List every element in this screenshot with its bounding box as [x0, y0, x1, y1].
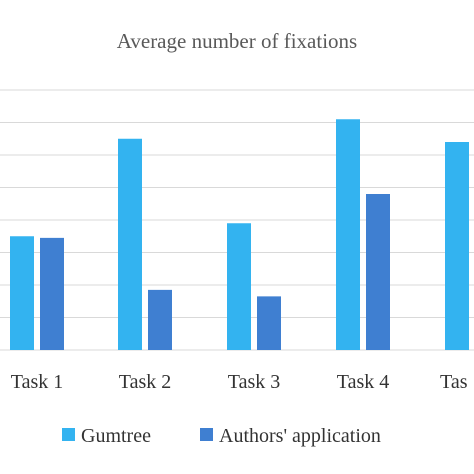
legend: Gumtree Authors' application	[62, 425, 381, 447]
bar-authors-application-2	[148, 289, 172, 350]
bar-gumtree-5	[445, 142, 469, 350]
bar-authors-application-4	[366, 194, 390, 350]
bar-gumtree-1	[10, 236, 34, 350]
bar-authors-application-1	[40, 237, 64, 350]
legend-swatch-gumtree	[62, 428, 75, 441]
x-tick-label-4: Task 4	[337, 371, 389, 393]
bars	[10, 119, 469, 350]
bar-gumtree-2	[118, 138, 142, 350]
x-axis-ticks: Task 1 Task 2 Task 3 Task 4 Tas	[11, 371, 468, 393]
legend-swatch-authors-application	[200, 428, 213, 441]
bar-gumtree-4	[336, 119, 360, 350]
x-tick-label-5: Tas	[440, 371, 468, 393]
legend-label-gumtree: Gumtree	[81, 425, 151, 447]
bar-gumtree-3	[227, 223, 251, 350]
grid	[0, 89, 474, 351]
bar-authors-application-3	[257, 296, 281, 350]
chart-title: Average number of fixations	[117, 29, 357, 53]
x-tick-label-1: Task 1	[11, 371, 63, 393]
legend-label-authors-application: Authors' application	[219, 425, 381, 447]
x-tick-label-2: Task 2	[119, 371, 171, 393]
x-tick-label-3: Task 3	[228, 371, 280, 393]
